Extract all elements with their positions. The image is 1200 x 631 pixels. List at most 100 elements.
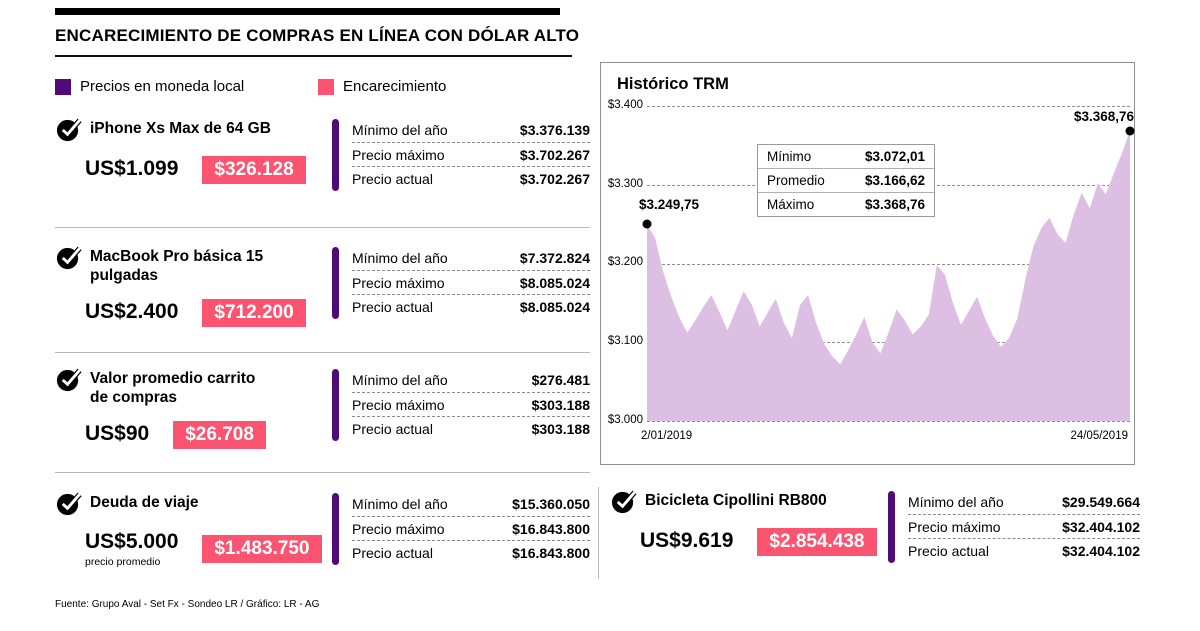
product-name: Deuda de viaje (90, 494, 199, 511)
y-axis-tick: $3.400 (607, 99, 643, 111)
table-row: Mínimo del año $29.549.664 (908, 490, 1140, 514)
product-name: Valor promedio carrito de compras (90, 370, 256, 406)
row-label: Precio actual (352, 420, 433, 437)
section-divider (55, 472, 590, 473)
trm-chart-card: Histórico TRM $3.400 $3.300 $3.200 $3.10… (600, 62, 1135, 465)
increase-badge: $712.200 (202, 298, 306, 327)
row-value: $3.376.139 (519, 122, 590, 138)
local-price-bar (332, 119, 339, 191)
trm-area (647, 130, 1130, 421)
row-label: Mínimo del año (908, 494, 1004, 510)
row-label: Precio actual (352, 544, 433, 561)
price-row: US$90 $26.708 (85, 420, 590, 449)
page-title: ENCARECIMIENTO DE COMPRAS EN LÍNEA CON D… (55, 26, 580, 45)
product-card-bicicleta: Bicicleta Cipollini RB800 US$9.619 $2.85… (610, 488, 1140, 588)
trm-end-annotation: $3.368,76 (1073, 108, 1134, 124)
x-axis-start-label: 2/01/2019 (641, 430, 693, 442)
row-label: Precio máximo (352, 520, 445, 537)
row-value: $303.188 (531, 396, 590, 413)
check-icon (610, 488, 637, 515)
chart-title: Histórico TRM (617, 75, 729, 93)
check-icon (55, 116, 82, 143)
table-row: Precio actual $3.702.267 (352, 166, 590, 190)
local-price-bar (332, 247, 339, 319)
legend-item-increase: Encarecimiento (318, 78, 446, 95)
check-icon (55, 366, 82, 393)
stat-value: $3.368,76 (864, 197, 925, 212)
row-label: Mínimo del año (352, 372, 448, 388)
row-label: Precio actual (908, 542, 989, 559)
check-icon (55, 244, 82, 271)
table-row: Precio máximo $32.404.102 (908, 514, 1140, 538)
row-value: $303.188 (531, 420, 590, 437)
product-card-carrito: Valor promedio carrito de compras US$90 … (55, 366, 590, 466)
trm-stats-box: Mínimo $3.072,01 Promedio $3.166,62 Máximo… (757, 144, 935, 217)
price-row: US$9.619 $2.854.438 (640, 528, 1140, 556)
stat-label: Promedio (767, 173, 825, 188)
y-axis-tick: $3.300 (607, 178, 643, 190)
usd-price: US$1.099 (85, 157, 179, 180)
row-value: $3.702.267 (519, 146, 590, 163)
usd-price: US$90 (85, 421, 150, 445)
trm-area-svg (647, 130, 1130, 421)
row-value: $32.404.102 (1062, 542, 1140, 559)
table-row: Mínimo del año $276.481 (352, 368, 590, 392)
legend-label: Encarecimiento (343, 78, 447, 95)
table-row: Precio actual $8.085.024 (352, 294, 590, 318)
y-axis-tick: $3.200 (607, 256, 643, 268)
local-price-bar (332, 369, 339, 441)
legend-swatch-purple (55, 78, 71, 95)
usd-price-note: precio promedio (85, 556, 161, 568)
title-underline (55, 55, 572, 57)
usd-price: US$9.619 (640, 529, 734, 552)
y-axis-tick: $3.100 (607, 335, 643, 347)
top-black-bar (55, 8, 560, 15)
usd-price: US$5.000 (85, 530, 179, 553)
row-value: $29.549.664 (1062, 494, 1140, 510)
table-row: Mínimo del año $3.376.139 (352, 118, 590, 142)
row-value: $16.843.800 (512, 544, 590, 561)
check-icon (55, 490, 82, 517)
stat-label: Mínimo (767, 149, 812, 164)
table-row: Precio actual $32.404.102 (908, 538, 1140, 562)
row-value: $3.702.267 (519, 170, 590, 187)
price-table: Mínimo del año $276.481 Precio máximo $303… (332, 368, 590, 441)
row-value: $32.404.102 (1062, 518, 1140, 535)
price-table: Mínimo del año $7.372.824 Precio máximo $8… (332, 246, 590, 319)
price-row: US$2.400 $712.200 (85, 298, 590, 327)
table-row: Precio actual $303.188 (352, 416, 590, 440)
increase-badge: $2.854.438 (757, 528, 877, 556)
price-row: US$5.000 precio promedio $1.483.750 (85, 530, 590, 568)
gridline (647, 421, 1130, 422)
source-credit: Fuente: Grupo Aval - Set Fx - Sondeo LR … (55, 599, 320, 610)
stat-label: Máximo (767, 197, 815, 212)
trm-plot: $3.249,75 $3.368,76 Mínimo $3.072,01 Prom… (639, 106, 1135, 422)
row-label: Precio máximo (908, 518, 1001, 535)
stat-value: $3.166,62 (864, 173, 925, 188)
trm-start-dot (642, 219, 652, 229)
table-row: Mínimo del año $15.360.050 (352, 492, 590, 516)
product-card-deuda-viaje: Deuda de viaje US$5.000 precio promedio … (55, 490, 590, 590)
stats-row: Promedio $3.166,62 (758, 168, 934, 192)
row-label: Precio actual (352, 170, 433, 187)
stats-row: Máximo $3.368,76 (758, 192, 934, 216)
increase-badge: $1.483.750 (202, 535, 322, 563)
table-row: Precio máximo $8.085.024 (352, 270, 590, 294)
legend-swatch-pink (318, 78, 334, 95)
trm-start-annotation: $3.249,75 (639, 197, 700, 213)
trm-end-dot (1125, 126, 1135, 136)
product-name: Bicicleta Cipollini RB800 (645, 492, 827, 509)
row-label: Precio máximo (352, 396, 445, 413)
legend-item-local-prices: Precios en moneda local (55, 78, 244, 95)
usd-price: US$2.400 (85, 299, 179, 323)
row-label: Precio máximo (352, 146, 445, 163)
row-label: Precio máximo (352, 274, 445, 291)
row-value: $276.481 (531, 372, 590, 388)
section-divider (55, 352, 590, 353)
product-name: MacBook Pro básica 15 pulgadas (90, 248, 264, 284)
row-value: $16.843.800 (512, 520, 590, 537)
row-label: Mínimo del año (352, 250, 448, 266)
row-value: $7.372.824 (519, 250, 590, 266)
price-table: Mínimo del año $3.376.139 Precio máximo $3… (332, 118, 590, 191)
